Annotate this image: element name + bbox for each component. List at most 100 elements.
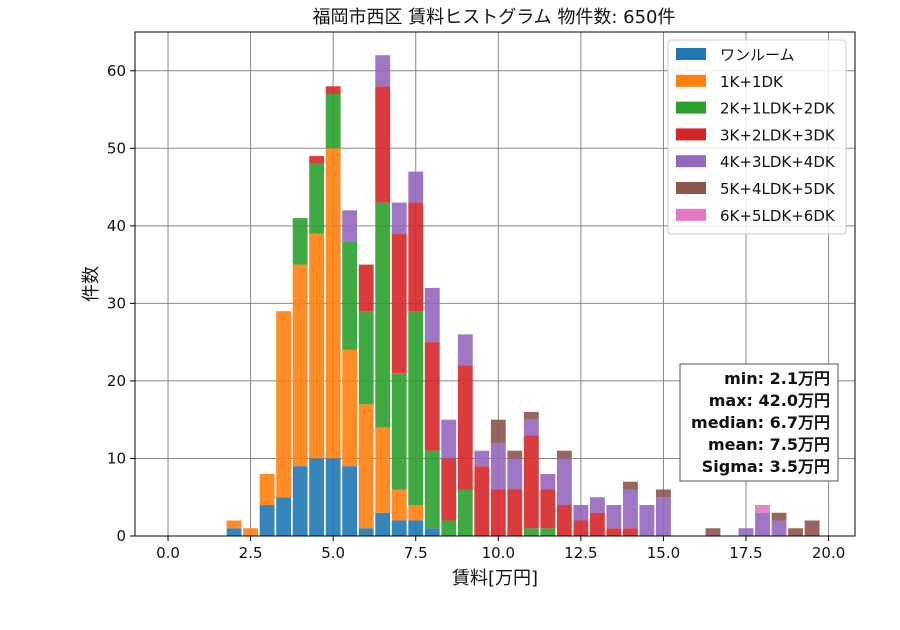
legend-swatch xyxy=(676,208,706,221)
bar-segment-4 xyxy=(441,419,457,459)
legend-label: 5K+4LDK+5DK xyxy=(720,180,836,198)
legend-swatch xyxy=(676,101,706,114)
bar-segment-2 xyxy=(457,489,473,536)
plot-frame xyxy=(134,31,856,537)
bar-segment-3 xyxy=(375,86,391,203)
x-tick-label: 17.5 xyxy=(729,544,762,562)
stats-median: median: 6.7万円 xyxy=(691,413,830,432)
bar-segment-3 xyxy=(309,156,325,164)
bar-segment-0 xyxy=(375,512,391,536)
bar-segment-2 xyxy=(309,163,325,234)
bar-segment-0 xyxy=(342,466,358,536)
bar-segment-5 xyxy=(788,528,803,536)
bar-segment-0 xyxy=(259,504,275,536)
bar-segment-5 xyxy=(656,489,671,498)
stats-max: max: 42.0万円 xyxy=(709,391,830,410)
legend: ワンルーム 1K+1DK 2K+1LDK+2DK 3K+2LDK+3DK 4K+3LDK… xyxy=(667,39,847,235)
legend-swatch xyxy=(676,48,706,60)
bar-segment-3 xyxy=(490,489,506,536)
bar-segment-3 xyxy=(474,466,490,536)
bar-segment-0 xyxy=(408,520,424,536)
stats-sigma: Sigma: 3.5万円 xyxy=(702,457,830,476)
chart-title: 福岡市西区 賃料ヒストグラム 物件数: 650件 xyxy=(312,7,675,28)
bar-segment-5 xyxy=(771,512,787,521)
bar-segment-4 xyxy=(490,442,506,490)
bar-segment-1 xyxy=(408,504,424,521)
bar-segment-3 xyxy=(589,512,605,536)
bar-segment-3 xyxy=(622,528,638,536)
bar-segment-4 xyxy=(589,497,605,513)
x-tick-label: 20.0 xyxy=(812,544,845,562)
bar-segment-3 xyxy=(507,489,523,536)
bar-segment-2 xyxy=(408,311,424,505)
x-tick-label: 2.5 xyxy=(239,544,263,562)
bar-segment-4 xyxy=(606,504,622,529)
bar-segment-4 xyxy=(622,489,638,529)
bar-segment-3 xyxy=(441,458,457,521)
bar-segment-4 xyxy=(771,520,787,536)
legend-label: 6K+5LDK+6DK xyxy=(720,207,836,225)
bar-segment-2 xyxy=(441,520,457,536)
bar-segment-4 xyxy=(424,287,440,343)
legend-label: 3K+2LDK+3DK xyxy=(720,126,836,144)
bar-segment-2 xyxy=(375,202,391,428)
bar-segment-0 xyxy=(424,528,440,536)
bars-group xyxy=(226,55,820,536)
bar-segment-4 xyxy=(457,334,473,366)
bar-segment-2 xyxy=(292,218,308,265)
bar-segment-0 xyxy=(325,458,341,536)
bar-segment-1 xyxy=(276,311,292,498)
x-tick-label: 15.0 xyxy=(647,544,680,562)
x-axis-label: 賃料[万円] xyxy=(452,568,538,589)
y-tick-label: 20 xyxy=(107,372,126,390)
bar-segment-0 xyxy=(358,528,374,536)
bar-segment-0 xyxy=(226,528,242,536)
bar-segment-4 xyxy=(738,528,754,536)
legend-label: 4K+3LDK+4DK xyxy=(720,153,836,171)
bar-segment-4 xyxy=(656,497,671,536)
legend-swatch xyxy=(676,155,706,168)
bar-segment-4 xyxy=(540,473,556,490)
y-tick-label: 40 xyxy=(107,217,126,235)
legend-swatch xyxy=(676,182,706,194)
x-tick-label: 12.5 xyxy=(564,544,597,562)
bar-segment-1 xyxy=(391,489,407,521)
bar-segment-3 xyxy=(325,86,341,95)
bar-segment-5 xyxy=(523,411,539,420)
y-tick-label: 60 xyxy=(107,62,126,80)
x-tick-label: 10.0 xyxy=(482,544,515,562)
bar-segment-0 xyxy=(276,497,292,536)
bar-segment-2 xyxy=(391,373,407,490)
stats-mean: mean: 7.5万円 xyxy=(708,435,830,454)
bar-segment-3 xyxy=(606,528,622,536)
bar-segment-1 xyxy=(226,520,242,529)
bar-segment-0 xyxy=(391,520,407,536)
legend-label: 1K+1DK xyxy=(720,73,784,91)
bar-segment-3 xyxy=(391,233,407,374)
bar-segment-3 xyxy=(358,264,374,312)
bar-segment-4 xyxy=(375,55,391,87)
bar-segment-3 xyxy=(424,342,440,451)
y-tick-label: 0 xyxy=(116,527,126,545)
bar-segment-2 xyxy=(523,528,539,536)
bar-segment-6 xyxy=(755,504,770,513)
bar-segment-1 xyxy=(358,404,374,529)
x-tick-label: 5.0 xyxy=(321,544,345,562)
bar-segment-2 xyxy=(358,311,374,405)
bar-segment-2 xyxy=(540,528,556,536)
x-axis-ticks: 0.0 2.5 5.0 7.5 10.0 12.5 15.0 17.5 20.0 xyxy=(156,536,845,562)
bar-segment-0 xyxy=(309,458,325,536)
stats-box-frame xyxy=(679,363,839,482)
y-tick-label: 10 xyxy=(107,449,126,467)
x-tick-label: 0.0 xyxy=(156,544,180,562)
bar-segment-3 xyxy=(457,365,473,490)
bar-segment-2 xyxy=(325,94,341,149)
bar-segment-4 xyxy=(639,504,655,536)
bar-segment-2 xyxy=(424,450,440,529)
bar-segment-3 xyxy=(523,435,539,529)
legend-label: 2K+1LDK+2DK xyxy=(720,100,836,118)
y-tick-label: 30 xyxy=(107,294,126,312)
bar-segment-1 xyxy=(292,264,308,467)
y-axis-ticks: 0 10 20 30 40 50 60 xyxy=(107,62,135,545)
